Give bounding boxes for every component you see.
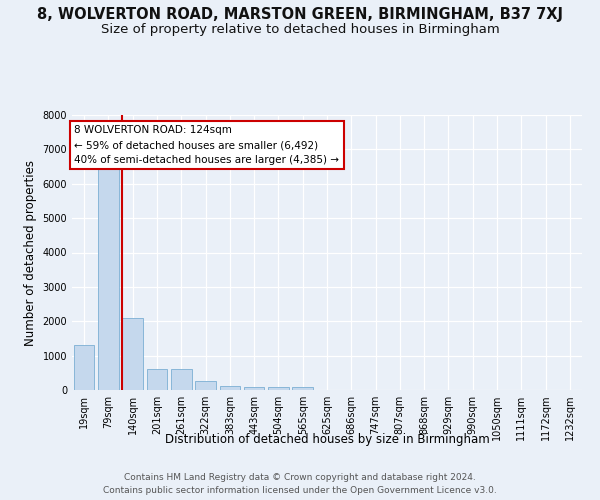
Bar xyxy=(98,165,119,390)
Y-axis label: Number of detached properties: Number of detached properties xyxy=(24,160,37,346)
Bar xyxy=(292,388,313,390)
Text: 8 WOLVERTON ROAD: 124sqm
← 59% of detached houses are smaller (6,492)
40% of sem: 8 WOLVERTON ROAD: 124sqm ← 59% of detach… xyxy=(74,126,340,165)
Bar xyxy=(268,388,289,390)
Text: 8, WOLVERTON ROAD, MARSTON GREEN, BIRMINGHAM, B37 7XJ: 8, WOLVERTON ROAD, MARSTON GREEN, BIRMIN… xyxy=(37,8,563,22)
Bar xyxy=(195,381,216,390)
Bar xyxy=(171,368,191,390)
Bar xyxy=(220,386,240,390)
Text: Contains HM Land Registry data © Crown copyright and database right 2024.
Contai: Contains HM Land Registry data © Crown c… xyxy=(103,474,497,495)
Bar xyxy=(146,368,167,390)
Text: Distribution of detached houses by size in Birmingham: Distribution of detached houses by size … xyxy=(164,432,490,446)
Bar xyxy=(122,318,143,390)
Bar xyxy=(74,346,94,390)
Bar xyxy=(244,386,265,390)
Text: Size of property relative to detached houses in Birmingham: Size of property relative to detached ho… xyxy=(101,22,499,36)
